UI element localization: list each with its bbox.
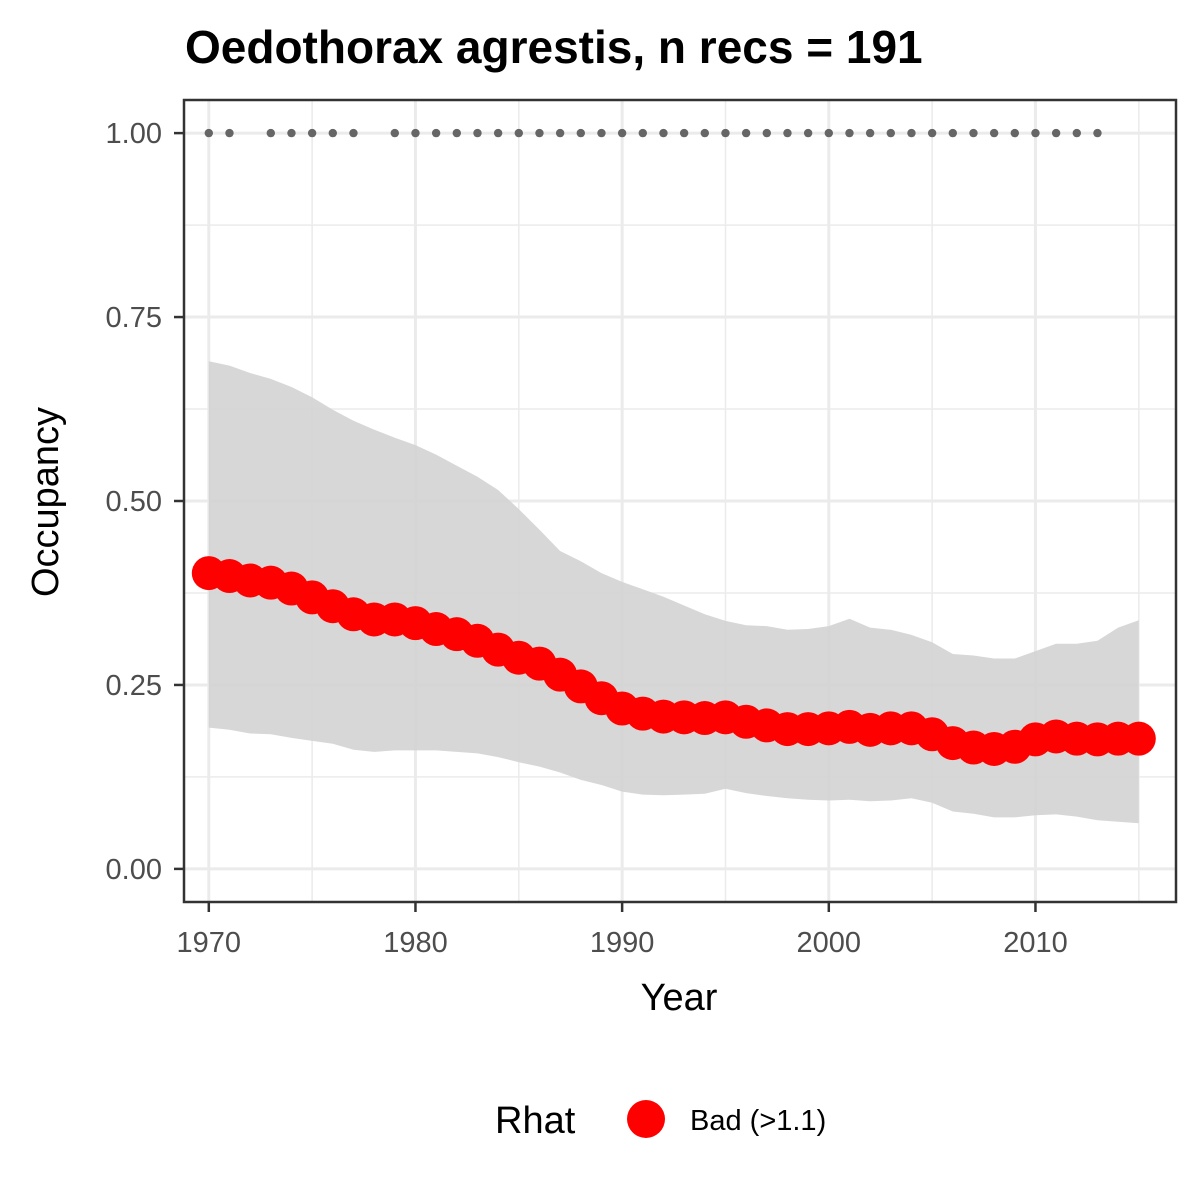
y-tick-label: 0.75 bbox=[106, 302, 162, 334]
record-point bbox=[969, 128, 978, 138]
legend-title: Rhat bbox=[495, 1100, 576, 1142]
occupancy-points bbox=[191, 556, 1156, 766]
y-axis-title: Occupancy bbox=[25, 407, 67, 597]
record-point bbox=[411, 128, 420, 138]
plot-panel bbox=[182, 98, 1178, 904]
record-point bbox=[266, 128, 275, 138]
y-tick-label: 0.00 bbox=[106, 854, 162, 886]
record-point bbox=[617, 128, 627, 138]
record-point bbox=[803, 128, 813, 138]
y-tick-label: 1.00 bbox=[106, 118, 162, 150]
record-point bbox=[700, 128, 709, 138]
legend-label-bad: Bad (>1.1) bbox=[690, 1105, 826, 1137]
record-points bbox=[204, 128, 1102, 138]
legend-key-bad bbox=[627, 1100, 665, 1138]
record-point bbox=[349, 128, 358, 138]
record-point bbox=[204, 128, 213, 138]
record-point bbox=[328, 128, 337, 138]
record-point bbox=[741, 128, 751, 138]
record-point bbox=[886, 128, 895, 138]
record-point bbox=[907, 128, 916, 138]
record-point bbox=[948, 128, 957, 138]
record-point bbox=[679, 128, 689, 138]
record-point bbox=[555, 128, 565, 138]
record-point bbox=[287, 128, 296, 138]
credible-interval-ribbon bbox=[208, 361, 1139, 824]
record-point bbox=[493, 128, 503, 138]
x-tick-label: 1990 bbox=[590, 927, 655, 959]
record-point bbox=[1010, 128, 1019, 138]
record-point bbox=[473, 128, 482, 138]
x-axis-title: Year bbox=[641, 977, 718, 1019]
record-point bbox=[1093, 128, 1102, 138]
y-tick-label: 0.25 bbox=[106, 670, 162, 702]
record-point bbox=[824, 128, 833, 138]
record-point bbox=[431, 128, 441, 138]
record-point bbox=[307, 128, 317, 138]
record-point bbox=[865, 128, 875, 138]
chart-title: Oedothorax agrestis, n recs = 191 bbox=[185, 21, 923, 73]
ribbon-area bbox=[208, 361, 1139, 824]
record-point bbox=[1051, 128, 1061, 138]
record-point bbox=[1031, 128, 1040, 138]
record-point bbox=[1072, 128, 1082, 138]
record-point bbox=[390, 128, 399, 138]
x-axis: 1970 1980 1990 2000 2010 bbox=[177, 902, 1068, 959]
record-point bbox=[638, 128, 647, 138]
y-tick-label: 0.50 bbox=[106, 486, 162, 518]
x-tick-label: 2010 bbox=[1003, 927, 1068, 959]
y-axis: 0.00 0.25 0.50 0.75 1.00 bbox=[106, 118, 184, 886]
x-tick-label: 1970 bbox=[177, 927, 242, 959]
record-point bbox=[225, 128, 234, 138]
record-point bbox=[762, 128, 771, 138]
x-tick-label: 2000 bbox=[797, 927, 862, 959]
record-point bbox=[514, 128, 523, 138]
record-point bbox=[597, 128, 606, 138]
record-point bbox=[721, 128, 730, 138]
record-point bbox=[659, 128, 668, 138]
x-tick-label: 1980 bbox=[383, 927, 448, 959]
legend: Rhat Bad (>1.1) bbox=[495, 1100, 826, 1142]
record-point bbox=[989, 128, 999, 138]
record-point bbox=[452, 128, 461, 138]
record-point bbox=[783, 128, 792, 138]
record-point bbox=[845, 128, 854, 138]
record-point bbox=[535, 128, 544, 138]
occupancy-point bbox=[1121, 721, 1156, 756]
record-point bbox=[927, 128, 937, 138]
record-point bbox=[576, 128, 585, 138]
